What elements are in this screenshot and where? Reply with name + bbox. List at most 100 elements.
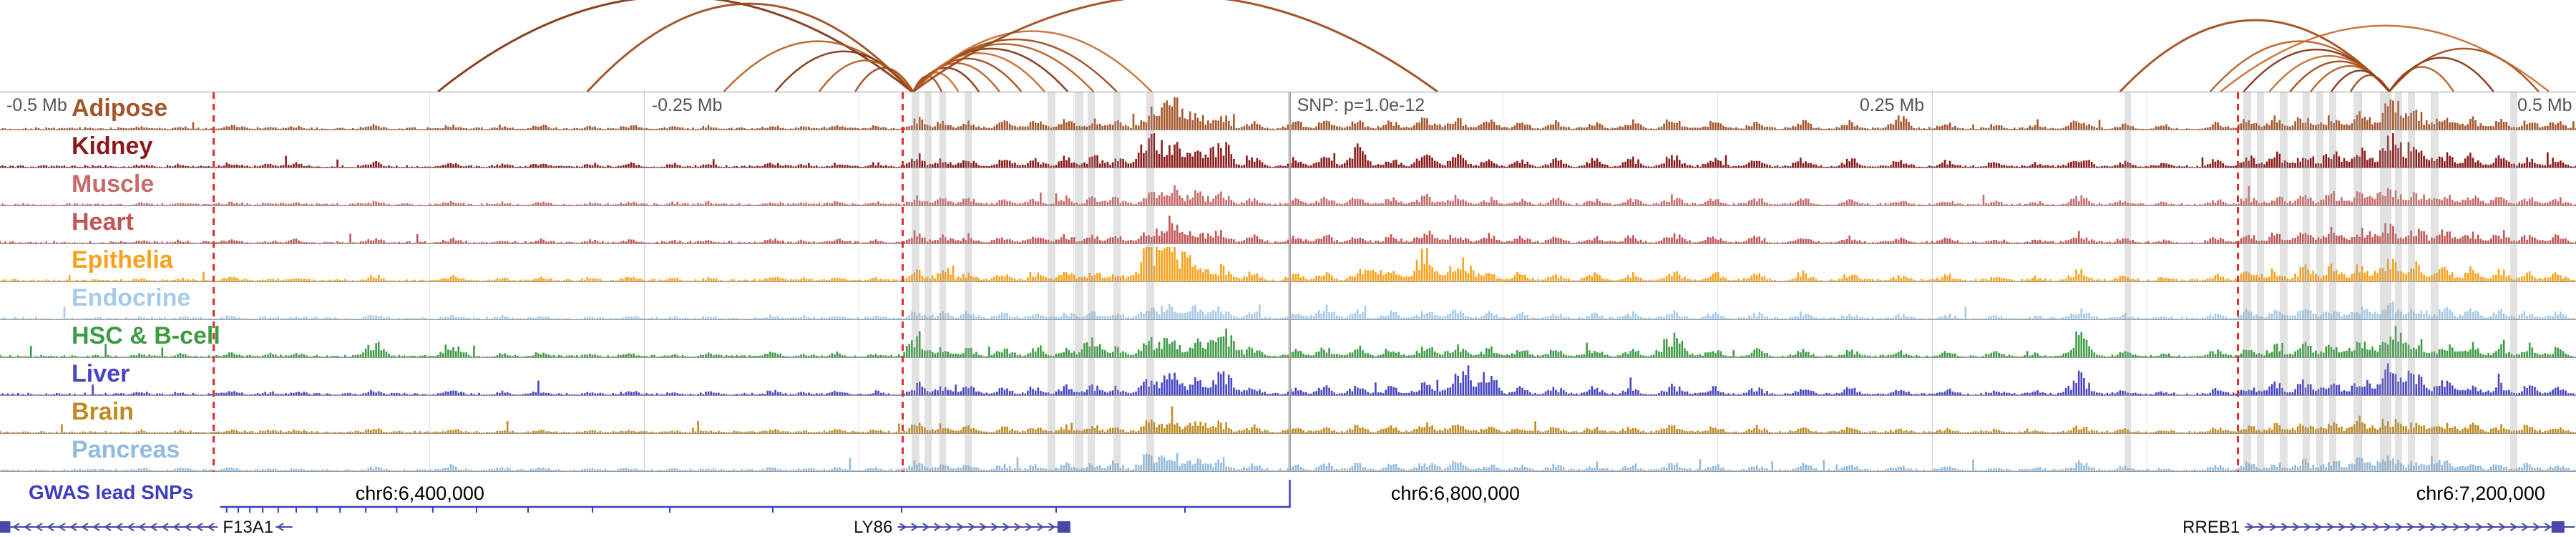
strand-chevron-icon bbox=[1048, 523, 1056, 531]
strand-chevron-icon bbox=[2361, 523, 2369, 531]
gene-name-label: RREB1 bbox=[2182, 518, 2240, 537]
track-signal bbox=[0, 453, 2576, 471]
strand-chevron-icon bbox=[195, 523, 203, 531]
signal-bars bbox=[0, 97, 2576, 130]
strand-chevron-icon bbox=[899, 523, 907, 531]
strand-chevron-icon bbox=[47, 523, 54, 531]
track-signal bbox=[0, 185, 2576, 205]
strand-chevron-icon bbox=[207, 523, 215, 531]
strand-chevron-icon bbox=[81, 523, 89, 531]
strand-chevron-icon bbox=[127, 523, 135, 531]
track-row-kidney: Kidney bbox=[0, 130, 2576, 168]
track-label: Endocrine bbox=[72, 284, 191, 311]
chromosome-coordinate-label: chr6:6,400,000 bbox=[355, 483, 484, 504]
strand-chevron-icon bbox=[2429, 523, 2438, 531]
track-signal bbox=[0, 301, 2576, 319]
track-label: Pancreas bbox=[72, 436, 180, 463]
strand-chevron-icon bbox=[150, 523, 157, 531]
track-label: Liver bbox=[72, 360, 130, 387]
track-signal bbox=[0, 97, 2576, 130]
strand-chevron-icon bbox=[911, 523, 919, 531]
track-row-pancreas: Pancreas bbox=[0, 434, 2576, 472]
interaction-arc bbox=[723, 40, 913, 92]
strand-chevron-icon bbox=[92, 523, 100, 531]
strand-chevron-icon bbox=[1014, 523, 1022, 531]
strand-chevron-icon bbox=[2349, 523, 2358, 531]
track-signal bbox=[0, 406, 2576, 433]
strand-chevron-icon bbox=[980, 523, 987, 531]
track-signal bbox=[0, 363, 2576, 395]
interaction-arc bbox=[2349, 74, 2391, 92]
strand-chevron-icon bbox=[2406, 523, 2415, 531]
signal-bars bbox=[0, 216, 2576, 243]
strand-chevron-icon bbox=[2521, 523, 2529, 531]
track-row-heart: Heart bbox=[0, 206, 2576, 244]
interaction-arc bbox=[2220, 24, 2550, 92]
strand-chevron-icon bbox=[1037, 523, 1045, 531]
strand-chevron-icon bbox=[1025, 523, 1033, 531]
track-row-epithelia: Epithelia bbox=[0, 244, 2576, 282]
track-label: HSC & B-cell bbox=[72, 322, 220, 349]
track-label: Muscle bbox=[72, 170, 155, 198]
strand-chevron-icon bbox=[115, 523, 123, 531]
strand-chevron-icon bbox=[2315, 523, 2323, 531]
major-gridline bbox=[1288, 92, 1289, 472]
strand-chevron-icon bbox=[2475, 523, 2484, 531]
track-row-muscle: Muscle bbox=[0, 168, 2576, 206]
interaction-arc bbox=[818, 59, 913, 92]
strand-chevron-icon bbox=[2452, 523, 2461, 531]
signal-bars bbox=[0, 363, 2576, 395]
strand-chevron-icon bbox=[968, 523, 976, 531]
interaction-arcs-panel bbox=[437, 0, 2550, 92]
interaction-arc bbox=[774, 50, 913, 92]
strand-chevron-icon bbox=[2326, 523, 2335, 531]
strand-chevron-icon bbox=[2384, 523, 2392, 531]
strand-chevron-icon bbox=[104, 523, 112, 531]
track-row-hsc-b-cell: HSC & B-cell bbox=[0, 320, 2576, 358]
track-label: Heart bbox=[72, 208, 134, 236]
strand-chevron-icon bbox=[2280, 523, 2289, 531]
strand-chevron-icon bbox=[1002, 523, 1010, 531]
strand-chevron-icon bbox=[35, 523, 43, 531]
gene-name-label: LY86 bbox=[854, 518, 892, 537]
gwas-lead-snps-label: GWAS lead SNPs bbox=[29, 481, 194, 503]
gwas-lead-snps-track bbox=[220, 480, 1291, 513]
gene-exon-box bbox=[0, 521, 11, 533]
track-label: Epithelia bbox=[72, 246, 173, 274]
track-signal bbox=[0, 133, 2576, 168]
strand-chevron-icon bbox=[2258, 523, 2266, 531]
gene-exon-box bbox=[2551, 521, 2565, 533]
strand-chevron-icon bbox=[2372, 523, 2381, 531]
strand-chevron-icon bbox=[2395, 523, 2404, 531]
strand-chevron-icon bbox=[161, 523, 169, 531]
gene-model-track: F13A1 LY86 RREB1 bbox=[0, 518, 2575, 537]
major-gridline bbox=[644, 92, 645, 472]
strand-chevron-icon bbox=[2303, 523, 2312, 531]
signal-bars bbox=[0, 453, 2576, 471]
minor-gridline bbox=[1073, 92, 1075, 472]
interaction-arc bbox=[2389, 47, 2540, 92]
track-signal bbox=[0, 247, 2576, 281]
track-row-endocrine: Endocrine bbox=[0, 282, 2576, 320]
strand-chevron-icon bbox=[2464, 523, 2472, 531]
signal-bars bbox=[0, 133, 2576, 168]
strand-chevron-icon bbox=[2544, 523, 2552, 531]
strand-chevron-icon bbox=[922, 523, 930, 531]
minor-gridline bbox=[1717, 92, 1719, 472]
strand-chevron-icon bbox=[69, 523, 77, 531]
tracks-area: Adipose Kidney Muscle Heart Epithelia Endocri… bbox=[0, 92, 2576, 472]
track-label: Adipose bbox=[72, 95, 168, 122]
chromosome-coordinate-label: chr6:7,200,000 bbox=[2416, 483, 2545, 504]
strand-chevron-icon bbox=[2532, 523, 2541, 531]
track-signal bbox=[0, 326, 2576, 357]
strand-chevron-icon bbox=[957, 523, 965, 531]
interaction-arc bbox=[2119, 19, 2391, 92]
gwas-lead-snps-line bbox=[220, 480, 1291, 508]
chromosome-coordinate-label: chr6:6,800,000 bbox=[1390, 483, 1521, 504]
gene-model-rreb1: RREB1 bbox=[2182, 518, 2575, 537]
strand-chevron-icon bbox=[12, 523, 20, 531]
strand-chevron-icon bbox=[2269, 523, 2278, 531]
minor-gridline bbox=[429, 92, 431, 472]
signal-bars bbox=[0, 185, 2576, 205]
